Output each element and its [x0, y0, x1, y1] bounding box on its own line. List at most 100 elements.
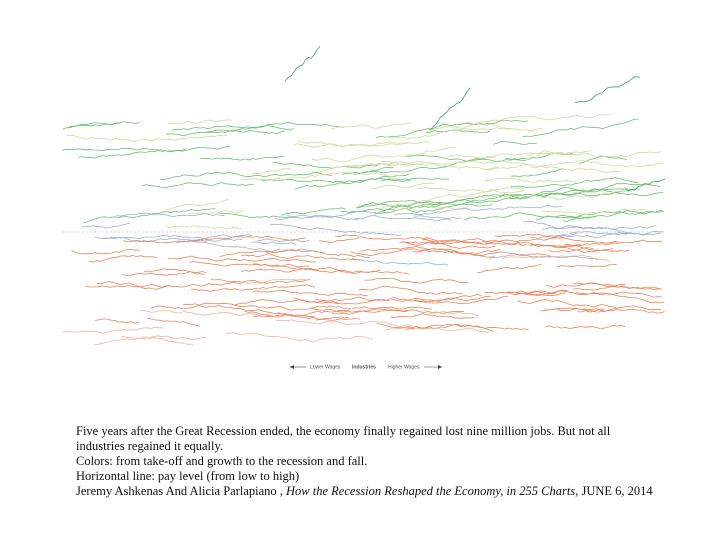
industry-line — [379, 205, 468, 214]
industry-line — [121, 336, 194, 345]
industry-line — [85, 284, 170, 288]
industry-line — [236, 278, 309, 285]
industry-line — [390, 313, 475, 319]
industry-line — [311, 307, 408, 313]
industry-line — [545, 324, 626, 330]
industry-line — [546, 282, 663, 291]
industry-line — [314, 295, 491, 302]
industry-line — [379, 187, 524, 210]
industry-line — [405, 323, 494, 332]
industry-line — [540, 307, 665, 314]
caption: Five years after the Great Recession end… — [76, 424, 656, 499]
industry-line — [523, 220, 656, 230]
industry-line — [485, 151, 578, 158]
industry-line — [224, 332, 374, 343]
industry-line — [150, 304, 315, 318]
industry-line — [358, 285, 463, 295]
industry-line — [67, 121, 140, 129]
industry-line — [352, 306, 433, 310]
industry-line — [61, 146, 231, 153]
description: Five years after the Great Recession end… — [76, 424, 611, 453]
industry-line — [257, 238, 310, 243]
industry-line — [164, 198, 230, 211]
industry-line — [423, 237, 565, 245]
industry-line — [489, 253, 598, 259]
industry-line — [217, 212, 290, 219]
industry-line — [351, 257, 449, 266]
figure: Lower Wages Industries Higher Wages — [61, 45, 666, 370]
arrow-head — [290, 365, 294, 369]
industry-line — [364, 277, 469, 284]
industry-line — [176, 240, 325, 254]
industry-line — [141, 182, 254, 189]
industry-line — [147, 317, 200, 327]
industry-line — [234, 299, 339, 306]
industry-lines — [61, 45, 666, 345]
industry-line — [517, 298, 662, 311]
industry-line — [293, 141, 430, 148]
industry-line — [447, 154, 497, 159]
legend-higher: Higher Wages — [388, 364, 420, 370]
industry-line — [529, 233, 578, 239]
industry-line — [427, 310, 480, 317]
industry-line — [316, 317, 361, 321]
industry-line — [360, 245, 501, 255]
industry-line — [275, 319, 412, 328]
industry-line — [294, 177, 411, 190]
industry-line — [251, 241, 296, 245]
industry-line — [272, 162, 393, 169]
industry-line — [88, 255, 157, 263]
industry-line — [504, 152, 574, 161]
industry-line — [541, 208, 646, 216]
industry-line — [66, 134, 227, 143]
industry-line — [122, 271, 207, 277]
industry-line — [484, 177, 577, 183]
industry-line — [94, 318, 140, 324]
industry-line — [190, 284, 315, 292]
industry-line — [116, 212, 225, 218]
citation: Jeremy Ashkenas And Alicia Parlapiano , … — [76, 484, 656, 499]
industry-line — [165, 225, 243, 230]
industry-line — [94, 335, 207, 345]
industry-line — [426, 123, 543, 132]
industry-line — [578, 155, 627, 164]
industry-line — [81, 222, 130, 229]
industry-line — [522, 118, 639, 137]
industry-line — [380, 160, 533, 166]
industry-line — [511, 167, 564, 178]
industry-line — [487, 164, 620, 174]
industry-line — [530, 239, 663, 248]
industry-line — [346, 162, 499, 171]
industry-line — [252, 289, 369, 297]
industry-line — [459, 113, 612, 124]
industry-line — [167, 119, 232, 125]
colors-note: Colors: from take-off and growth to the … — [76, 454, 368, 468]
industry-line — [525, 150, 662, 158]
industry-line — [96, 281, 242, 290]
industry-line — [394, 205, 563, 216]
industry-line — [541, 226, 662, 236]
industry-line — [182, 302, 352, 311]
industry-line — [189, 261, 310, 267]
industry-line — [122, 239, 208, 244]
industry-line — [413, 249, 474, 255]
industry-line — [374, 194, 515, 215]
industry-line — [71, 249, 140, 255]
industry-line — [429, 87, 471, 131]
industry-line — [62, 122, 119, 130]
industry-line — [293, 297, 390, 305]
industry-line — [556, 263, 617, 268]
industry-line — [298, 140, 411, 147]
industry-line — [384, 127, 513, 140]
industry-line — [573, 282, 662, 290]
industry-line — [265, 249, 370, 258]
industry-line — [252, 314, 350, 320]
industry-line — [464, 212, 597, 221]
industry-line — [494, 233, 619, 244]
industry-line — [210, 278, 311, 284]
industry-line — [241, 253, 362, 261]
industry-line — [274, 214, 359, 221]
industry-line — [375, 119, 528, 139]
industry-line — [240, 266, 382, 274]
